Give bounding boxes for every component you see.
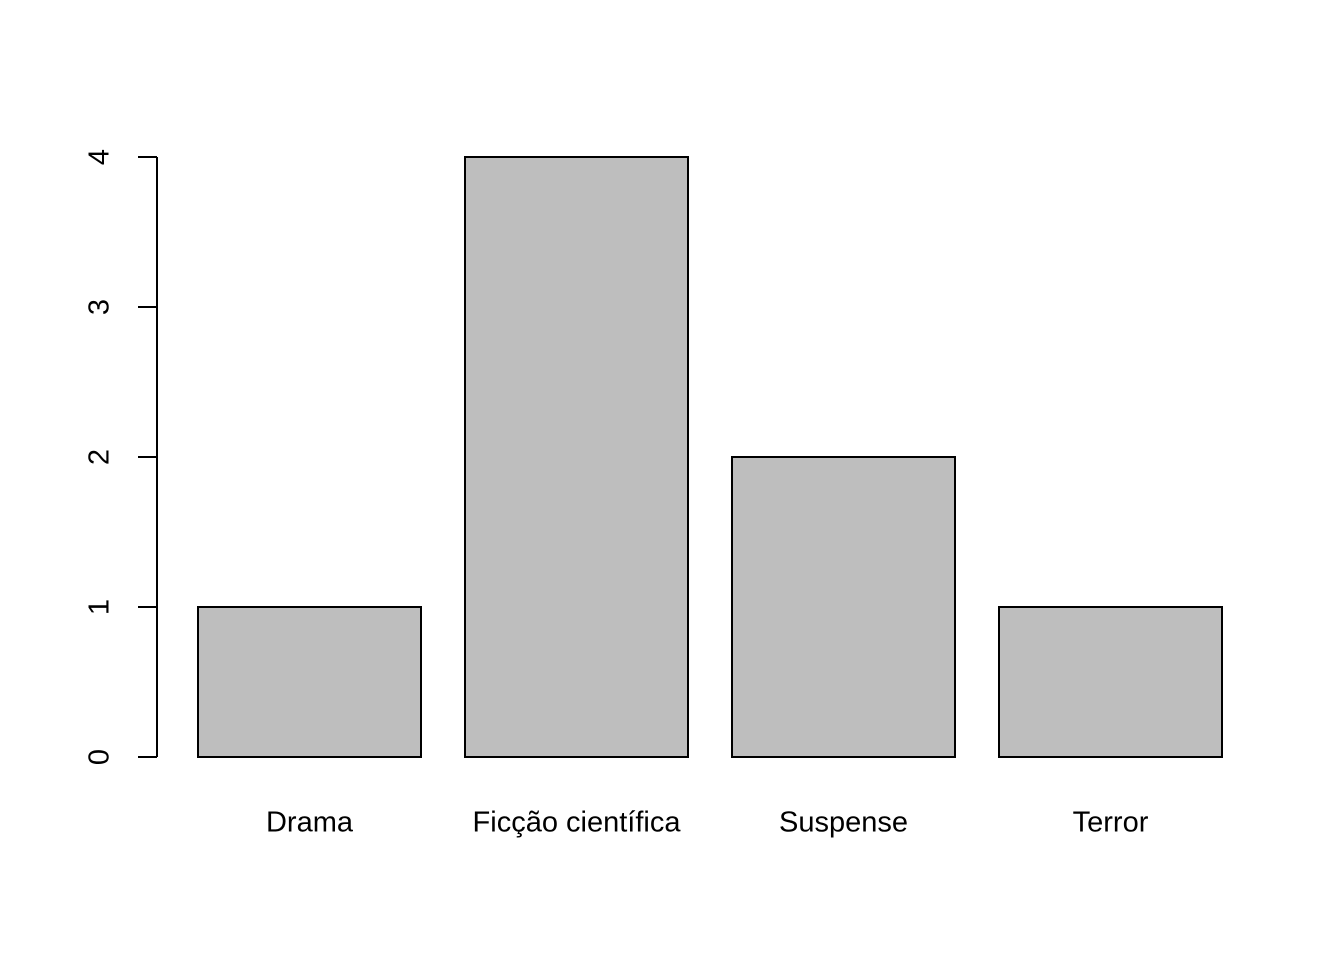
y-tick-label-0: 0	[84, 749, 116, 765]
x-tick-label-3: Terror	[1073, 807, 1149, 839]
bar-2	[731, 456, 956, 758]
x-tick-label-0: Drama	[266, 807, 354, 839]
y-axis: 0 1 2 3 4	[84, 149, 158, 765]
y-tick-label-4: 4	[84, 149, 116, 165]
y-tick-label-3: 3	[84, 299, 116, 315]
y-tick-label-2: 2	[84, 449, 116, 465]
x-axis-labels: Drama Ficção científica Suspense Terror	[266, 807, 1149, 839]
bars-layer	[197, 156, 1223, 758]
bar-1	[464, 156, 689, 758]
bar-0	[197, 606, 422, 758]
x-tick-label-1: Ficção científica	[473, 807, 682, 839]
y-tick-label-1: 1	[84, 599, 116, 615]
bar-3	[998, 606, 1223, 758]
x-tick-label-2: Suspense	[779, 807, 908, 839]
